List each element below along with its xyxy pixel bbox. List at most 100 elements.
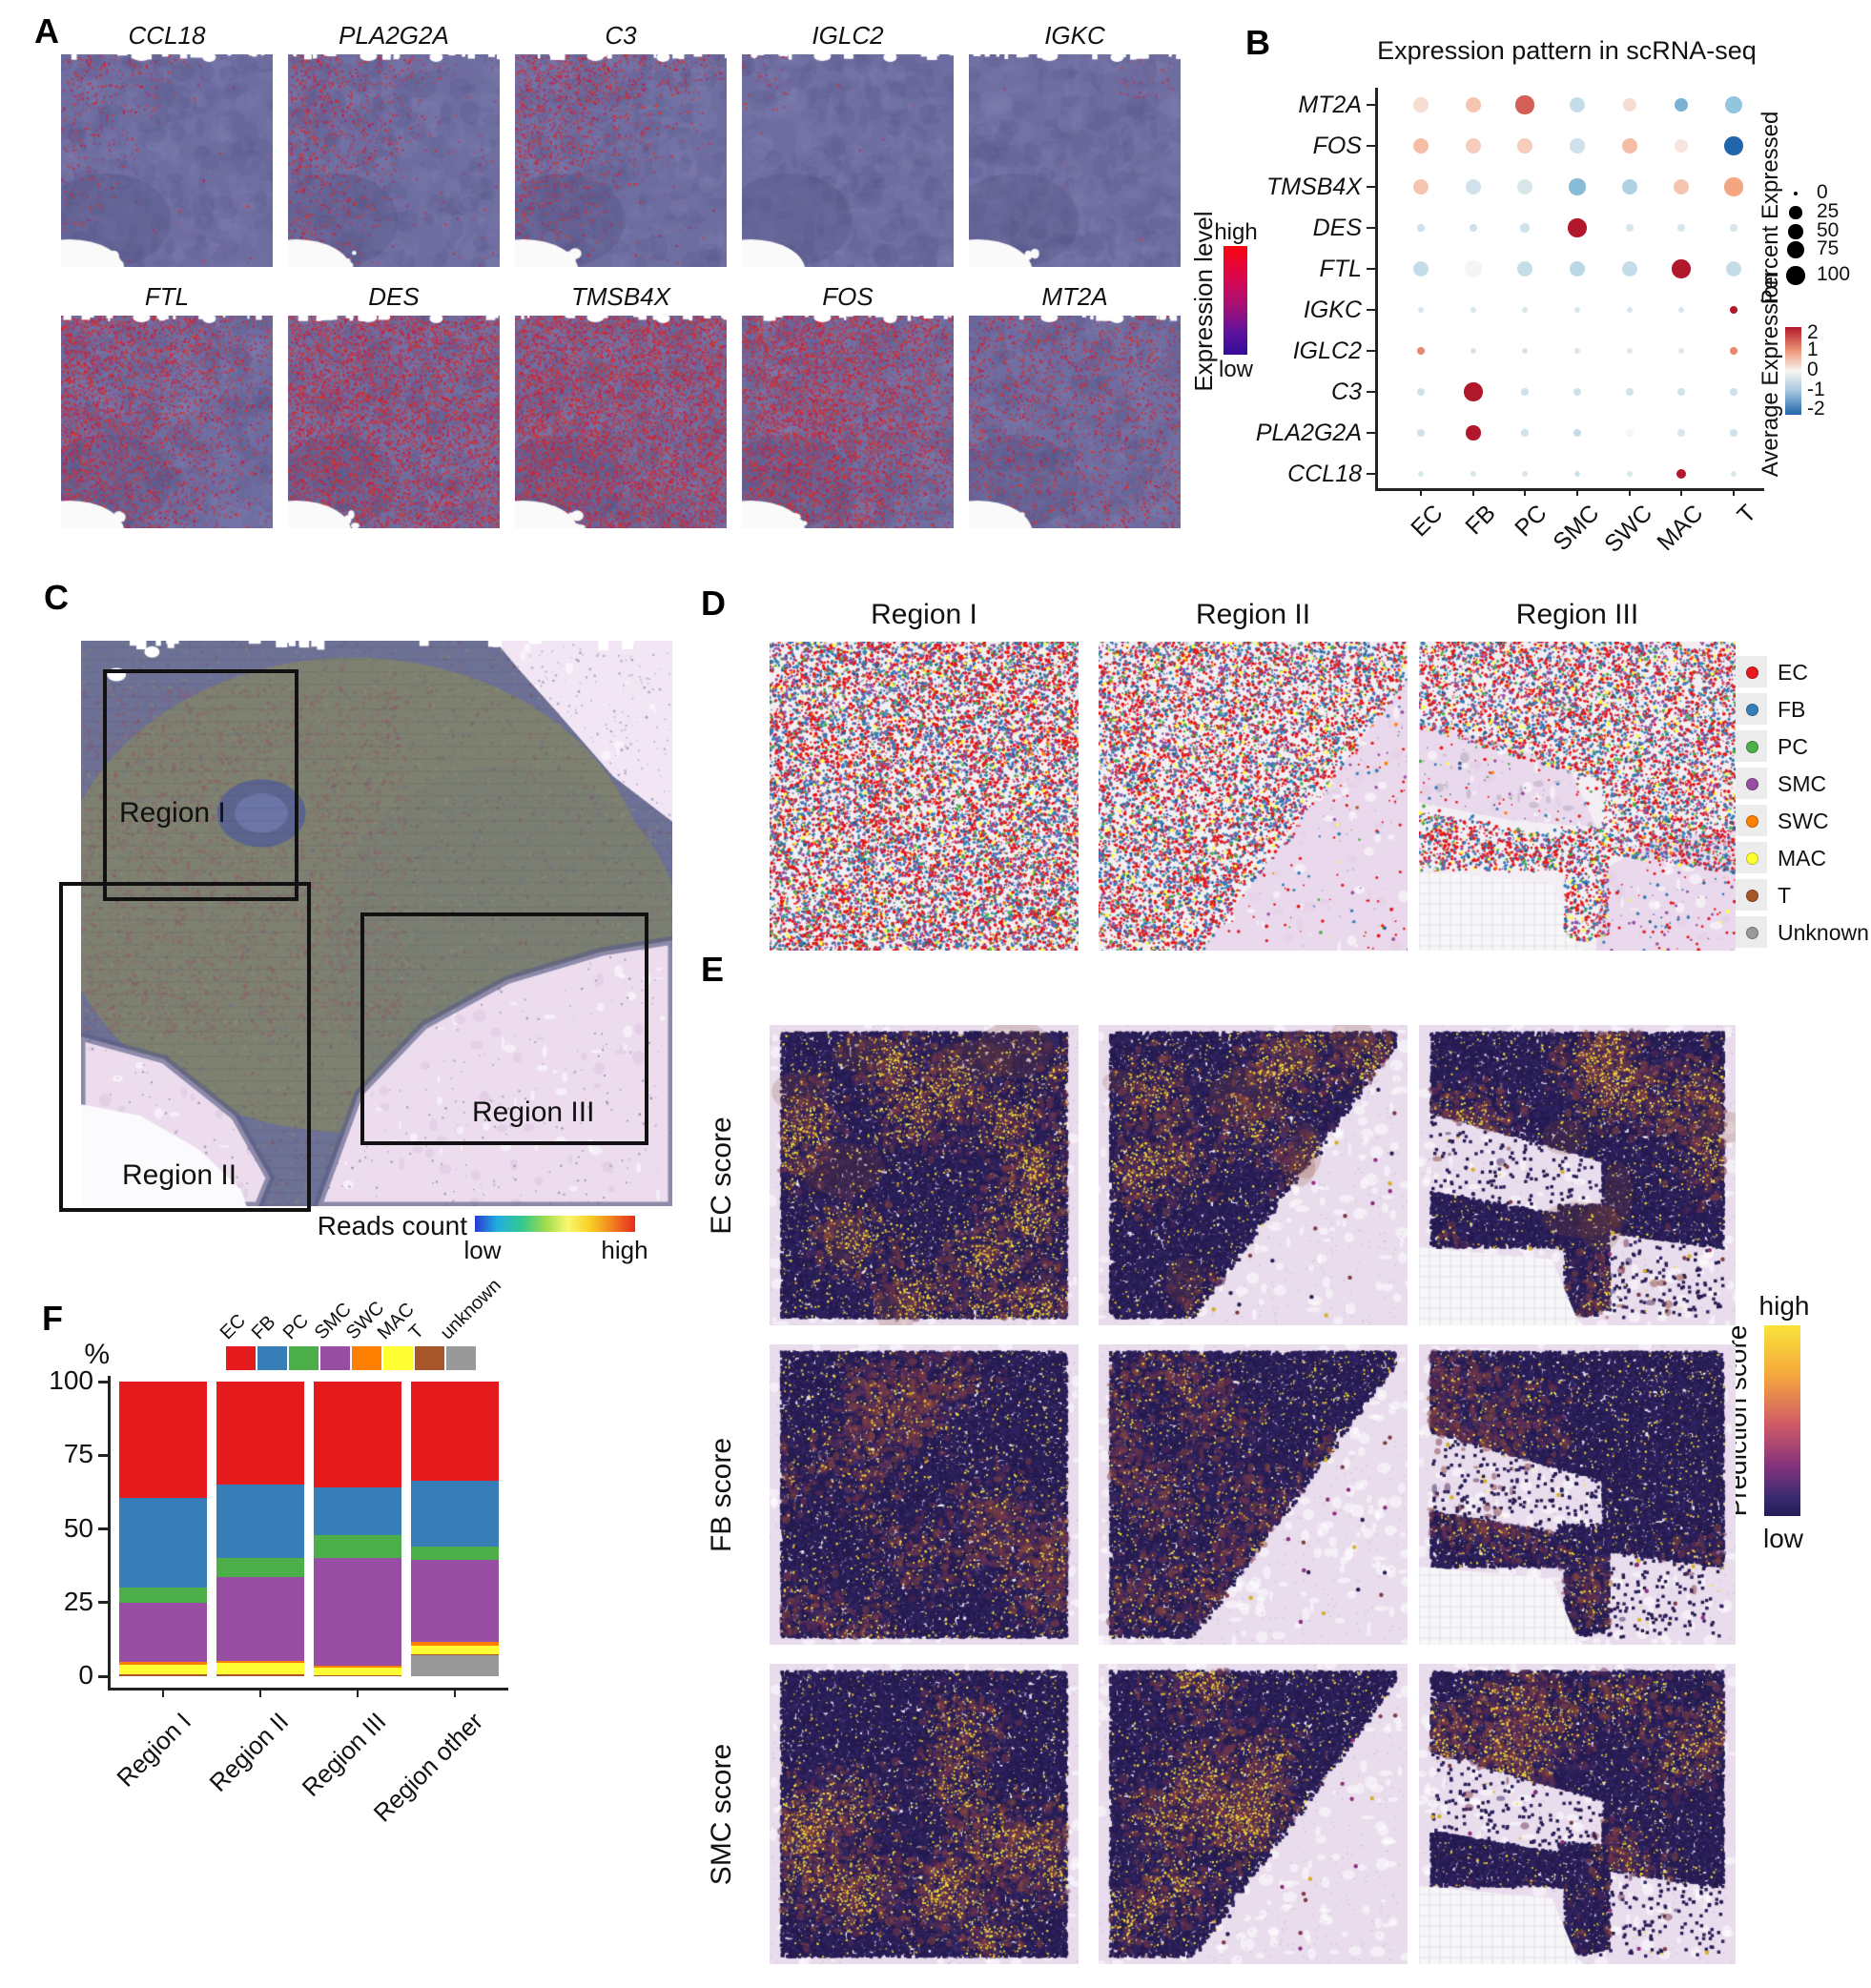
- dotplot-dot-MT2A-SMC: [1569, 96, 1585, 113]
- reads-count-colorbar: [475, 1216, 635, 1232]
- celltype-legend-label-EC: EC: [1778, 660, 1808, 685]
- dotplot-title: Expression pattern in scRNA-seq: [1377, 36, 1757, 65]
- f-bar-Region-II-EC: [216, 1382, 304, 1486]
- f-bar-Region-I-EC: [119, 1382, 207, 1499]
- dotplot-celltype-label-MAC-text: MAC: [1652, 500, 1709, 557]
- dotplot-gene-label-IGKC: IGKC: [1303, 297, 1362, 323]
- panel-e-SMC-score-region-2-image: [1099, 1664, 1408, 1964]
- avg-expression-tick--1: -1: [1807, 379, 1825, 400]
- f-y-tick-75: 75: [63, 1439, 93, 1469]
- f-legend-swatch-T: [415, 1346, 444, 1370]
- panel-a-gene-title-CCL18: CCL18: [128, 21, 206, 50]
- dotplot-dot-FTL-EC: [1412, 260, 1429, 277]
- expression-level-low-label: low: [1218, 357, 1253, 382]
- f-x-label-Region-II-text: Region II: [203, 1707, 295, 1797]
- dotplot-celltype-label-PC-text: PC: [1510, 500, 1552, 543]
- dotplot-y-tick: [1367, 309, 1375, 311]
- panel-a-gene-title-FOS: FOS: [822, 282, 874, 311]
- f-x-axis-line: [108, 1688, 508, 1691]
- percent-legend-dot-75: [1787, 241, 1804, 258]
- percent-legend-dot-25: [1789, 206, 1802, 219]
- dotplot-y-tick: [1367, 391, 1375, 393]
- f-legend-swatch-unknown: [446, 1346, 476, 1370]
- f-legend-label-T-text: T: [404, 1321, 428, 1344]
- dotplot-dot-PLA2G2A-FB: [1466, 425, 1481, 441]
- dotplot-dot-IGKC-MAC: [1677, 306, 1685, 314]
- f-legend-swatch-FB: [257, 1346, 287, 1370]
- dotplot-y-tick: [1367, 145, 1375, 147]
- dotplot-dot-MT2A-MAC: [1674, 97, 1689, 113]
- prediction-score-colorbar: [1764, 1325, 1800, 1516]
- panel-e-EC-score-region-1-image: [770, 1025, 1079, 1325]
- dotplot-dot-CCL18-SWC: [1626, 470, 1634, 478]
- panel-e-SMC-score-region-3-image: [1419, 1664, 1736, 1964]
- dotplot-dot-DES-EC: [1417, 224, 1425, 232]
- dotplot-dot-CCL18-PC: [1521, 470, 1529, 478]
- dotplot-gene-label-TMSB4X: TMSB4X: [1265, 174, 1362, 200]
- celltype-legend-label-Unknown: Unknown: [1778, 920, 1869, 945]
- celltype-legend-dot-MAC: [1746, 852, 1758, 865]
- f-y-tick-25: 25: [63, 1586, 93, 1616]
- dotplot-dot-CCL18-T: [1730, 470, 1737, 478]
- percent-legend-tick-0: 0: [1817, 181, 1828, 203]
- dotplot-dot-PLA2G2A-MAC: [1677, 429, 1685, 437]
- region-box-2: [59, 882, 311, 1212]
- dotplot-dot-IGLC2-SMC: [1573, 347, 1581, 355]
- region-label-2: Region II: [122, 1159, 237, 1191]
- percent-legend-tick-50: 50: [1817, 219, 1840, 241]
- dotplot-celltype-label-SMC-text: SMC: [1548, 500, 1605, 557]
- f-bar-Region-III-T: [314, 1675, 401, 1676]
- dotplot-gene-label-MT2A: MT2A: [1298, 92, 1362, 118]
- f-y-tickmark: [98, 1527, 108, 1530]
- dotplot-dot-C3-MAC: [1677, 388, 1685, 396]
- average-expression-legend-title: Average Expression: [1758, 272, 1783, 478]
- dotplot-dot-FOS-SWC: [1621, 137, 1637, 154]
- celltype-legend-label-FB: FB: [1778, 697, 1806, 722]
- celltype-legend-dot-T: [1746, 890, 1758, 902]
- f-y-tickmark: [98, 1453, 108, 1457]
- dotplot-x-tick: [1680, 488, 1682, 496]
- avg-expression-tick--2: -2: [1807, 398, 1825, 420]
- f-bar-Region-II-T: [216, 1674, 304, 1676]
- celltype-legend-dot-SMC: [1746, 778, 1758, 790]
- dotplot-dot-MT2A-PC: [1515, 95, 1534, 114]
- panel-a-tile-FOS-image: [742, 316, 954, 528]
- f-bar-Region-I-MAC: [119, 1664, 207, 1675]
- dotplot-gene-label-DES: DES: [1312, 215, 1362, 241]
- dotplot-dot-FOS-SMC: [1570, 138, 1585, 154]
- f-y-axis-line: [108, 1376, 111, 1690]
- percent-legend-tick-25: 25: [1817, 200, 1840, 222]
- f-legend-label-unknown-text: unknown: [436, 1275, 505, 1344]
- f-bar-Region-other-FB: [411, 1480, 499, 1547]
- dotplot-dot-PLA2G2A-SMC: [1573, 428, 1582, 438]
- f-bar-Region-II-FB: [216, 1485, 304, 1559]
- dotplot-dot-CCL18-EC: [1417, 470, 1425, 478]
- f-bar-Region-II-SWC: [216, 1660, 304, 1664]
- prediction-score-high-label: high: [1758, 1291, 1810, 1321]
- dotplot-dot-IGLC2-FB: [1470, 347, 1477, 355]
- dotplot-dot-CCL18-FB: [1470, 470, 1477, 478]
- panel-e-EC-score-region-2-image: [1099, 1025, 1408, 1325]
- dotplot-dot-C3-FB: [1464, 382, 1483, 401]
- dotplot-gene-label-FTL: FTL: [1319, 256, 1362, 282]
- f-bar-Region-other-unknown: [411, 1655, 499, 1676]
- panel-b-label: B: [1245, 23, 1270, 62]
- panel-c-spatial-map-image: [81, 641, 672, 1206]
- dotplot-dot-DES-MAC: [1677, 224, 1685, 232]
- f-y-tickmark: [98, 1674, 108, 1678]
- panel-a-gene-title-FTL: FTL: [144, 282, 190, 311]
- f-legend-swatch-SMC: [320, 1346, 350, 1370]
- dotplot-gene-label-C3: C3: [1331, 379, 1362, 405]
- f-x-label-Region-I-text: Region I: [111, 1707, 197, 1793]
- dotplot-dot-FTL-SMC: [1569, 260, 1586, 277]
- reads-count-low-label: low: [463, 1236, 502, 1264]
- f-legend-swatch-PC: [289, 1346, 319, 1370]
- panel-a-tile-C3-image: [515, 54, 727, 267]
- dotplot-dot-DES-SWC: [1626, 224, 1634, 232]
- f-bar-Region-other-EC: [411, 1382, 499, 1481]
- panel-a-gene-title-DES: DES: [368, 282, 420, 311]
- dotplot-dot-FTL-FB: [1465, 260, 1482, 277]
- celltype-legend-label-SWC: SWC: [1778, 809, 1829, 833]
- f-y-tick-0: 0: [78, 1660, 93, 1690]
